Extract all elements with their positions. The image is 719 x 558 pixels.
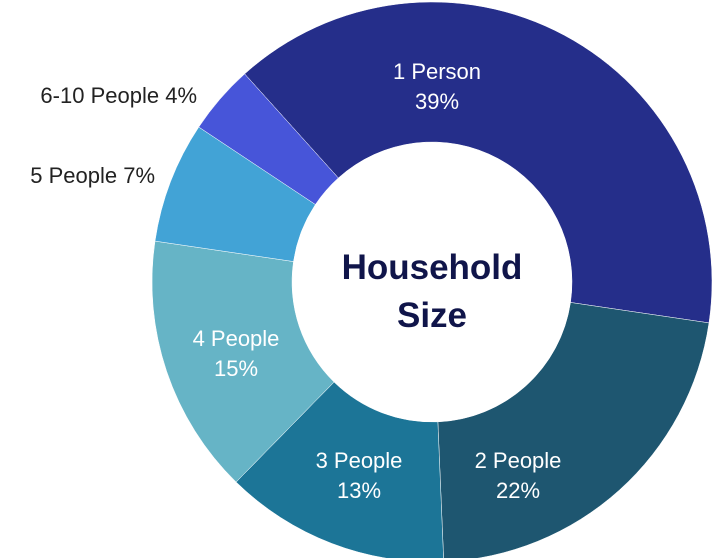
chart-title: Household Size <box>341 248 523 335</box>
slice-label: 3 People <box>316 448 403 473</box>
slice-value-label: 15% <box>214 356 258 381</box>
slice-label: 4 People <box>193 326 280 351</box>
slice-label: 6-10 People <box>40 83 159 108</box>
donut-slice <box>244 1 713 324</box>
slice-label: 5 People <box>30 163 117 188</box>
slice-value-label: 13% <box>337 478 381 503</box>
slice-label: 2 People <box>475 448 562 473</box>
outside-label: 6-10 People 4% <box>40 83 197 108</box>
donut-slice <box>437 302 710 558</box>
slice-value-label: 39% <box>415 89 459 114</box>
donut-slice <box>151 240 335 483</box>
outside-label: 5 People 7% <box>30 163 155 188</box>
donut-slice <box>235 381 444 558</box>
slice-value-label: 7% <box>123 163 155 188</box>
donut-slice <box>198 73 339 205</box>
slice-value-label: 4% <box>165 83 197 108</box>
slice-value-label: 22% <box>496 478 540 503</box>
slice-label: 1 Person <box>393 59 481 84</box>
